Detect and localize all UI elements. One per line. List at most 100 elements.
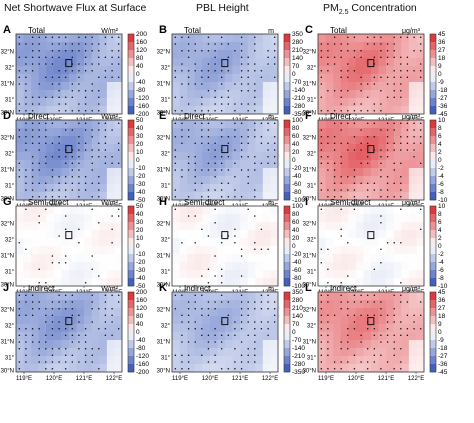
field-cell-a	[69, 66, 77, 75]
colorbar-tick-label-a: 160	[136, 39, 147, 46]
stipple-dot-f	[386, 182, 389, 185]
stipple-dot-e	[260, 162, 263, 165]
stipple-dot-k	[234, 327, 236, 330]
field-cell-b	[202, 82, 211, 91]
stipple-dot-k	[227, 301, 230, 303]
stipple-dot-d	[84, 175, 87, 178]
field-cell-l	[371, 340, 379, 349]
stipple-dot-a	[45, 76, 47, 79]
field-cell-c	[416, 42, 425, 51]
stipple-dot-l	[413, 314, 415, 317]
stipple-dot-g	[38, 268, 40, 271]
field-cell-f	[325, 160, 334, 169]
stipple-dot-a	[51, 43, 54, 45]
field-cell-a	[114, 90, 123, 99]
field-cell-k	[262, 292, 271, 301]
field-cell-a	[76, 42, 85, 51]
stipple-dot-f	[400, 175, 402, 178]
stipple-dot-b	[201, 76, 203, 79]
field-cell-f	[386, 160, 395, 169]
field-cell-b	[172, 98, 180, 107]
stipple-dot-f	[393, 162, 395, 165]
stipple-dot-a	[18, 36, 21, 39]
field-cell-f	[340, 184, 349, 193]
colorbar-tick-label-b: 350	[292, 31, 303, 38]
field-cell-b	[255, 34, 264, 43]
stipple-dot-l	[320, 314, 323, 317]
field-cell-i	[333, 230, 342, 239]
field-cell-e	[179, 152, 188, 161]
colorbar-segment-l	[430, 292, 436, 301]
stipple-dot-f	[366, 142, 369, 145]
colorbar-tick-label-h: -60	[292, 267, 302, 274]
stipple-dot-k	[260, 321, 263, 323]
stipple-dot-f	[413, 122, 415, 125]
stipple-dot-c	[366, 43, 369, 45]
field-cell-k	[247, 292, 256, 301]
field-cell-k	[270, 300, 279, 309]
field-cell-f	[408, 160, 417, 169]
field-cell-b	[270, 106, 279, 115]
field-cell-h	[225, 214, 233, 223]
field-cell-h	[225, 278, 233, 287]
stipple-dot-k	[194, 307, 196, 310]
field-cell-h	[262, 222, 271, 231]
field-cell-j	[69, 300, 77, 309]
field-cell-a	[16, 58, 24, 67]
field-cell-k	[270, 356, 279, 365]
stipple-dot-a	[98, 96, 100, 99]
stipple-dot-j	[38, 307, 40, 310]
field-cell-d	[16, 136, 24, 145]
colorbar-tick-label-f: -8	[438, 189, 444, 196]
field-cell-i	[348, 206, 357, 215]
field-cell-i	[386, 214, 395, 223]
field-cell-c	[355, 34, 364, 43]
stipple-dot-a	[104, 76, 107, 79]
colorbar-segment-c	[430, 34, 436, 43]
field-cell-c	[378, 98, 387, 107]
field-cell-g	[53, 270, 62, 279]
stipple-dot-d	[78, 195, 80, 198]
field-cell-e	[217, 128, 226, 137]
colorbar-tick-label-i: 4	[438, 227, 442, 234]
field-cell-j	[99, 308, 108, 317]
stipple-dot-c	[380, 49, 382, 52]
field-cell-a	[53, 58, 62, 67]
field-cell-l	[348, 332, 357, 341]
field-cell-a	[99, 106, 108, 115]
field-cell-b	[194, 34, 203, 43]
stipple-dot-k	[220, 294, 223, 297]
stipple-dot-j	[117, 294, 120, 297]
stipple-dot-l	[360, 361, 362, 363]
field-cell-l	[416, 348, 425, 357]
colorbar-tick-label-h: 40	[292, 227, 300, 234]
colorbar-frame-b	[283, 33, 291, 115]
field-cell-e	[270, 160, 279, 169]
field-cell-b	[209, 74, 218, 83]
field-cell-j	[99, 364, 108, 373]
stipple-dot-e	[194, 189, 196, 191]
field-cell-c	[371, 90, 379, 99]
field-cell-j	[38, 316, 47, 325]
field-cell-g	[69, 246, 77, 255]
field-cell-k	[247, 308, 256, 317]
stipple-dot-f	[320, 182, 323, 185]
field-cell-b	[209, 34, 218, 43]
stipple-dot-d	[45, 155, 47, 158]
stipple-dot-d	[84, 142, 87, 145]
stipple-dot-d	[18, 162, 21, 165]
stipple-dot-a	[78, 83, 80, 85]
field-cell-k	[262, 356, 271, 365]
field-cell-f	[348, 192, 357, 201]
field-cell-i	[340, 222, 349, 231]
stipple-dot-b	[220, 109, 223, 112]
field-cell-f	[393, 152, 402, 161]
field-cell-f	[371, 120, 379, 129]
field-cell-l	[340, 332, 349, 341]
field-cell-i	[393, 270, 402, 279]
colorbar-tick-label-i: 8	[438, 211, 442, 218]
colorbar-tick-label-d: -50	[136, 197, 146, 204]
field-cell-k	[194, 324, 203, 333]
stipple-dot-j	[91, 301, 93, 303]
stipple-dot-f	[327, 189, 329, 191]
